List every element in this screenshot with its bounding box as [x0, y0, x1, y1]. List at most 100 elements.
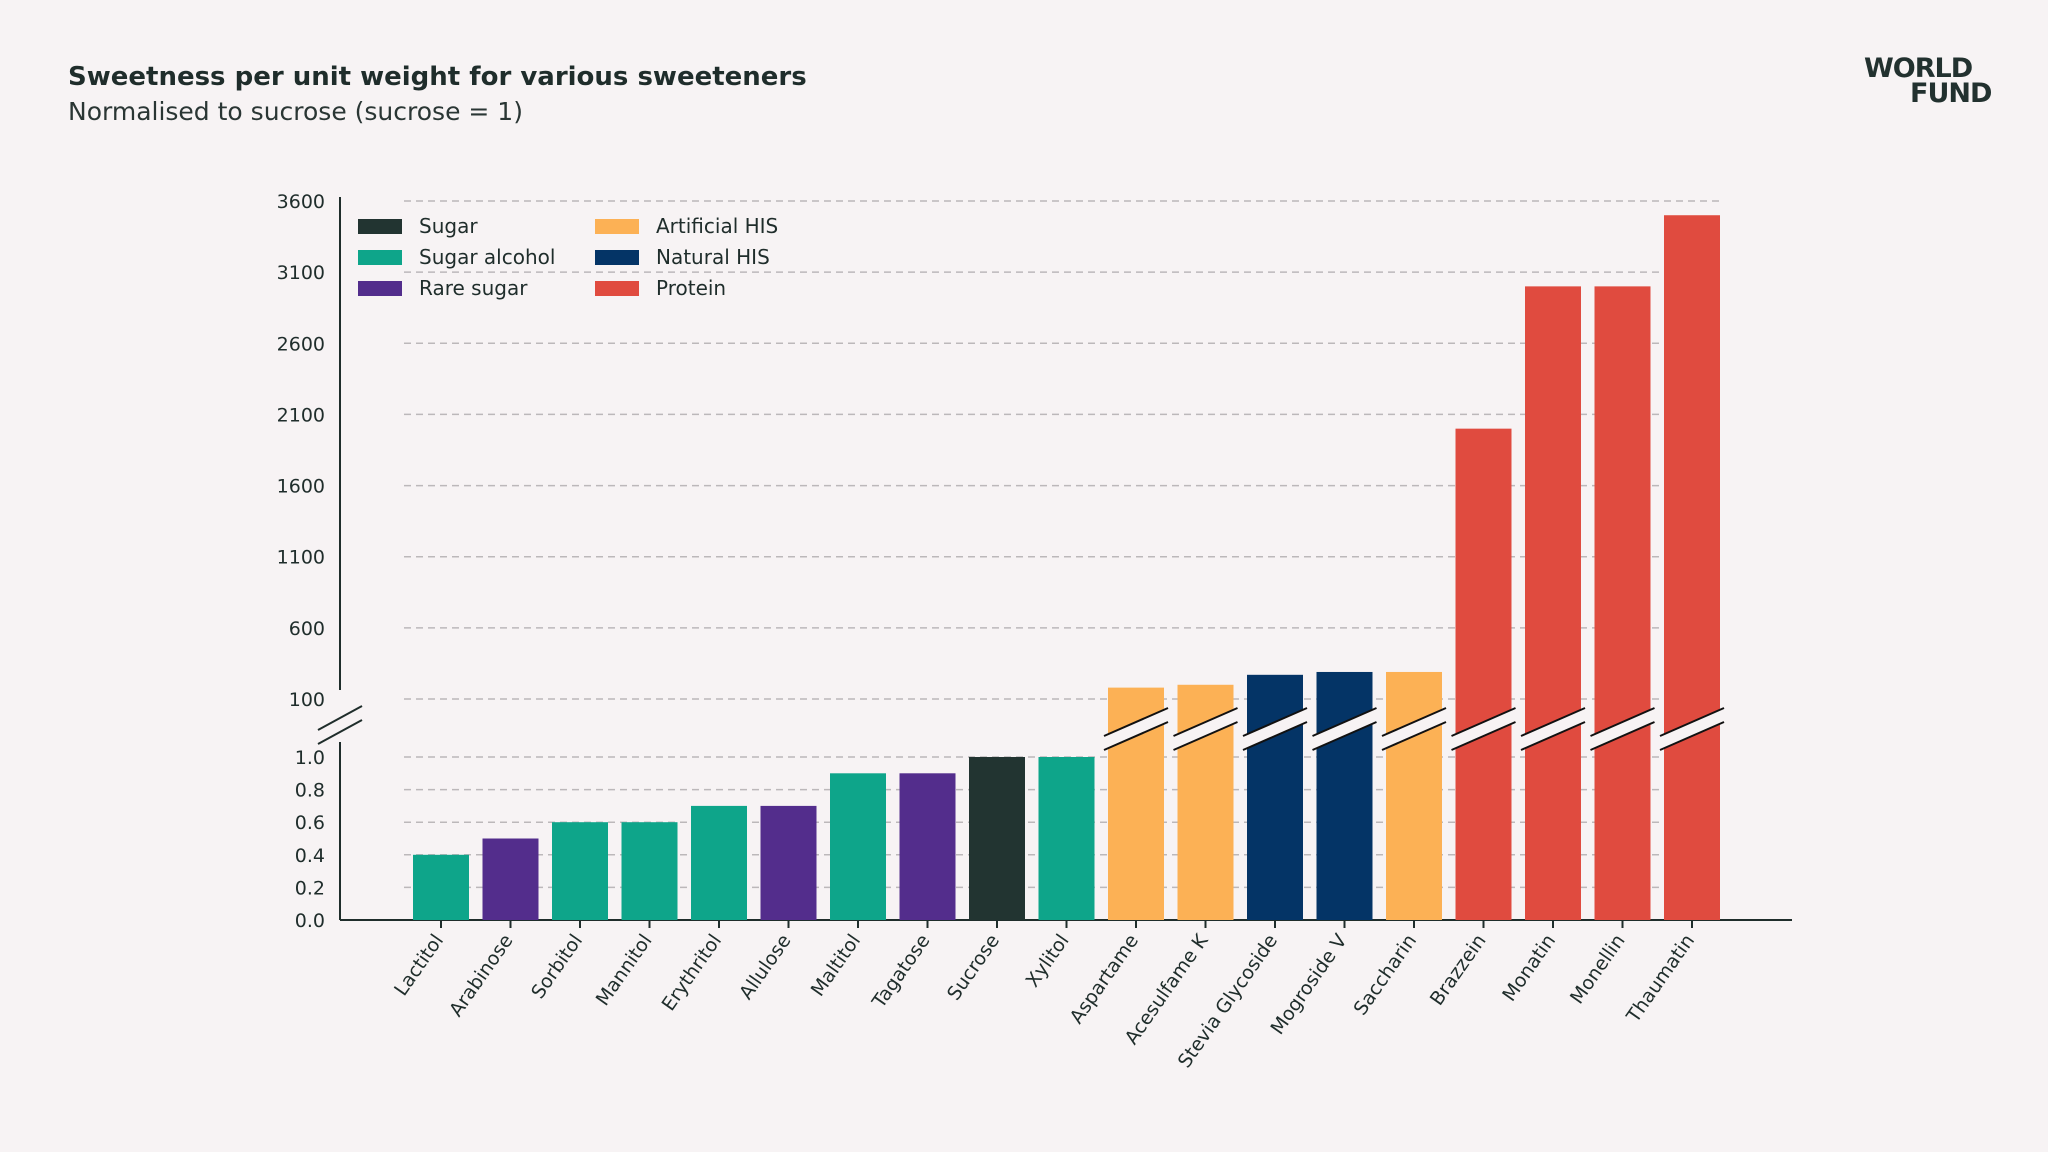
legend-item-rare-sugar: Rare sugar — [358, 276, 527, 300]
y-tick-label-lower: 0.8 — [295, 780, 325, 802]
bar-arabinose — [482, 838, 539, 920]
x-tick-label: Tagatose — [868, 930, 935, 1013]
bar-break-line — [1520, 707, 1586, 737]
bar-mogroside-v — [1316, 671, 1373, 920]
legend-label: Sugar — [419, 214, 478, 238]
bar-brazzein — [1455, 428, 1512, 920]
legend-swatch — [358, 249, 402, 265]
bar-break-line — [1590, 707, 1655, 737]
bar-break-line — [1103, 707, 1169, 737]
bar-saccharin — [1386, 671, 1442, 920]
bar-break-line — [1381, 721, 1447, 751]
bar-break — [1312, 708, 1377, 750]
chart-subtitle: Normalised to sucrose (sucrose = 1) — [68, 97, 523, 126]
bar-stevia-glycoside — [1247, 674, 1303, 920]
legend-item-sugar: Sugar — [358, 214, 478, 238]
bar-thaumatin — [1664, 215, 1720, 920]
bar-break — [1173, 708, 1238, 750]
y-tick-label-lower: 0.2 — [295, 877, 325, 899]
bar-break-line — [1381, 707, 1447, 737]
axis-break-mark — [317, 705, 363, 731]
y-tick-label-upper: 1600 — [277, 476, 325, 498]
y-tick-label-upper: 2100 — [277, 404, 325, 426]
legend-item-protein: Protein — [595, 276, 726, 300]
legend-swatch — [358, 280, 402, 296]
bar-break-line — [1173, 707, 1238, 737]
bar-break — [1521, 708, 1585, 750]
x-tick-label: Arabinose — [445, 930, 518, 1020]
y-tick-label-lower: 0.0 — [295, 910, 325, 932]
legend-swatch — [595, 249, 639, 265]
bar-lactitol — [413, 854, 469, 920]
x-tick-label: Sorbitol — [527, 930, 587, 1003]
bar-break-line — [1242, 721, 1308, 751]
bar-erythritol — [691, 805, 747, 920]
bar-break-line — [1520, 721, 1586, 751]
bar-sorbitol — [552, 822, 608, 920]
bar-break-line — [1312, 707, 1377, 737]
x-tick-label: Saccharin — [1349, 930, 1421, 1019]
y-tick-label-upper: 600 — [289, 618, 325, 640]
x-tick-label: Lactitol — [390, 930, 448, 1000]
x-tick-label: Allulose — [735, 930, 796, 1003]
bar-break-line — [1451, 721, 1516, 751]
y-tick-label-lower: 0.6 — [295, 812, 325, 834]
legend-item-natural-his: Natural HIS — [595, 245, 770, 269]
x-tick-label: Erythritol — [658, 930, 726, 1015]
bar-break-line — [1312, 721, 1377, 751]
logo-line-2: FUND — [1910, 78, 1992, 109]
bar-mannitol — [621, 822, 678, 920]
bar-break-line — [1242, 707, 1308, 737]
bar-xylitol — [1038, 757, 1095, 920]
y-tick-label-upper: 2600 — [277, 333, 325, 355]
bar-maltitol — [830, 773, 886, 920]
bar-break-line — [1103, 721, 1169, 751]
legend-label: Protein — [656, 276, 727, 300]
bar-break — [1104, 708, 1168, 750]
x-tick-label: Xylitol — [1022, 930, 1074, 991]
bar-tagatose — [899, 773, 956, 920]
bar-break — [1660, 708, 1724, 750]
bar-monatin — [1525, 286, 1581, 920]
x-tick-label: Monatin — [1498, 930, 1560, 1005]
axis-break-mark — [317, 719, 363, 745]
bar-break — [1590, 708, 1655, 750]
bar-monellin — [1594, 286, 1651, 920]
bar-break-line — [1659, 721, 1725, 751]
bar-break — [1382, 708, 1446, 750]
legend-swatch — [358, 218, 402, 234]
world-fund-logo: WORLD FUND — [1864, 53, 1992, 109]
chart-title: Sweetness per unit weight for various sw… — [68, 62, 807, 92]
legend-item-artificial-his: Artificial HIS — [595, 214, 778, 238]
x-tick-label: Sucrose — [943, 930, 1004, 1004]
bar-break-line — [1451, 707, 1516, 737]
bar-break — [1451, 708, 1516, 750]
y-tick-label-lower: 0.4 — [295, 845, 325, 867]
legend-label: Sugar alcohol — [419, 245, 556, 269]
logo-line-1: WORLD — [1864, 53, 1973, 84]
legend-item-sugar-alcohol: Sugar alcohol — [358, 245, 555, 269]
x-tick-label: Maltitol — [807, 930, 865, 1000]
legend-swatch — [595, 218, 639, 234]
x-tick-label: Brazzein — [1426, 930, 1491, 1009]
bar-break-line — [1590, 721, 1655, 751]
x-tick-label: Thaumatin — [1622, 930, 1699, 1027]
bar-break-line — [1659, 707, 1725, 737]
y-tick-label-upper: 3100 — [277, 262, 325, 284]
bar-sucrose — [969, 757, 1025, 920]
y-tick-label-lower: 1.0 — [295, 747, 325, 769]
legend-swatch — [595, 280, 639, 296]
legend-label: Artificial HIS — [656, 214, 779, 238]
bar-break-line — [1173, 721, 1238, 751]
bar-break — [1243, 708, 1307, 750]
legend-label: Natural HIS — [656, 245, 770, 269]
x-tick-label: Monellin — [1566, 930, 1630, 1008]
y-tick-label-upper: 100 — [289, 689, 325, 711]
bar-allulose — [760, 805, 817, 920]
x-tick-label: Aspartame — [1066, 930, 1144, 1028]
x-tick-label: Mannitol — [592, 930, 657, 1010]
y-tick-label-upper: 3600 — [277, 191, 325, 213]
y-tick-label-upper: 1100 — [277, 547, 325, 569]
legend-label: Rare sugar — [419, 276, 528, 300]
